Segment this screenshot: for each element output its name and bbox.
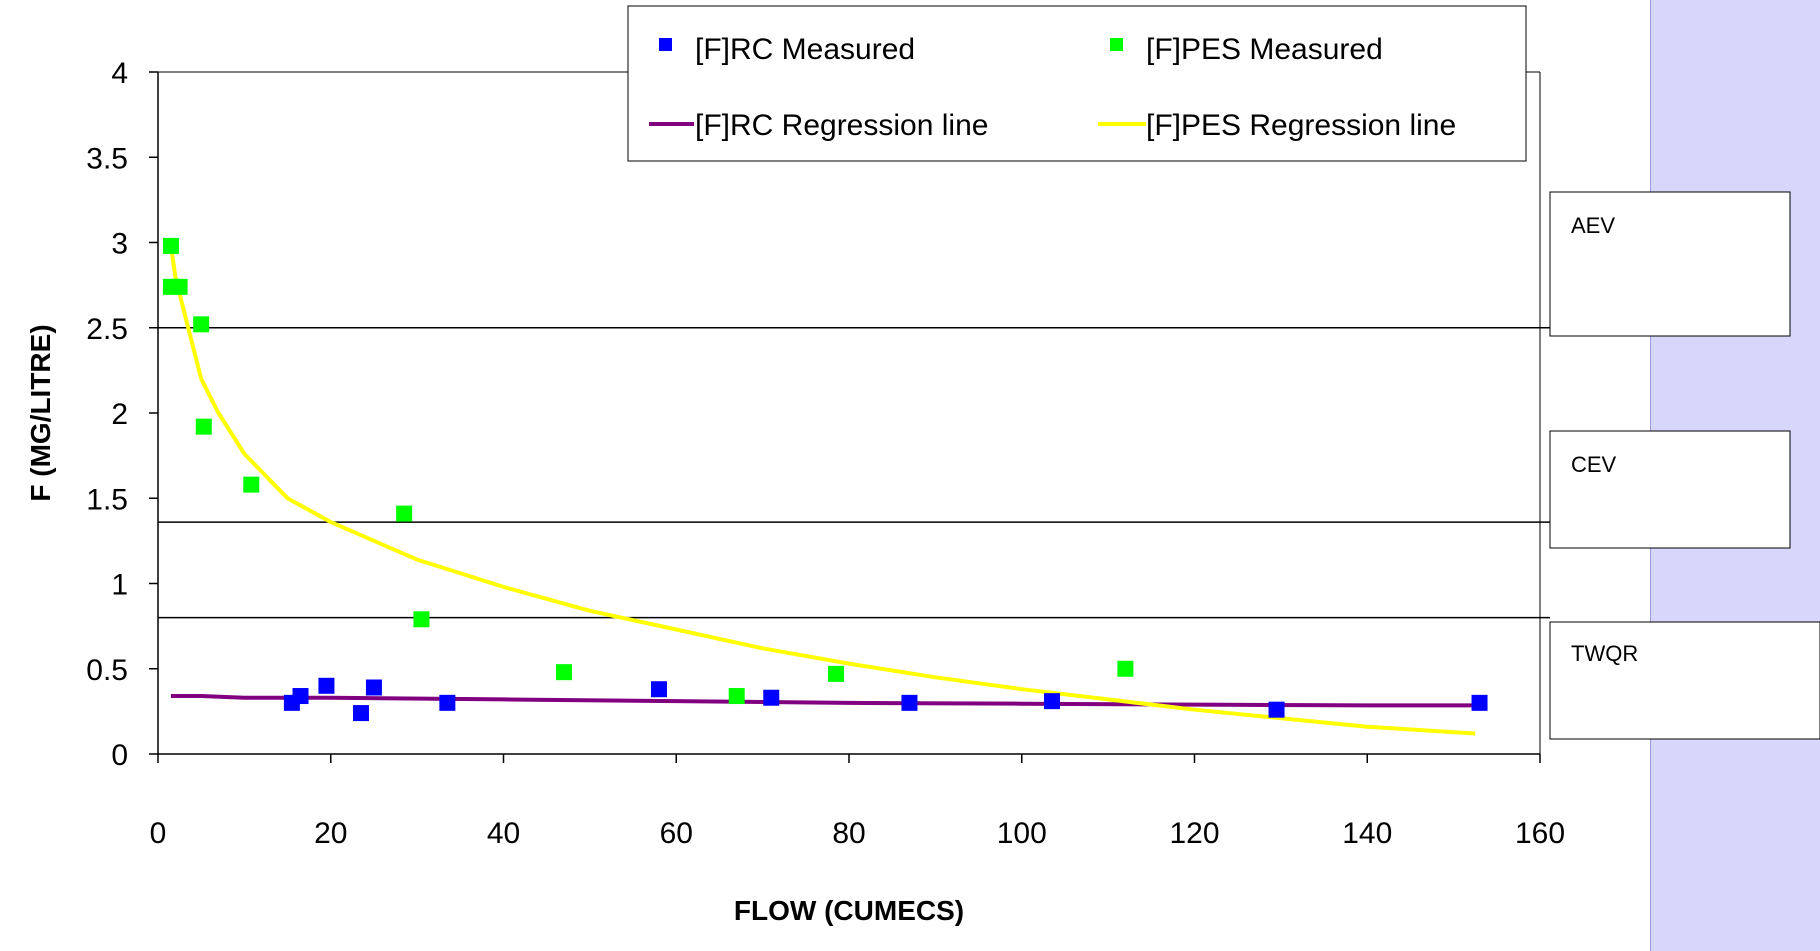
data-point	[901, 694, 918, 711]
aev-label-box	[1549, 191, 1791, 337]
legend-label-rc-regression: [F]RC Regression line	[695, 109, 988, 142]
data-point	[396, 505, 413, 522]
threshold-lines	[158, 327, 1550, 619]
data-point	[763, 689, 780, 706]
data-point	[352, 705, 369, 722]
regression-line	[171, 694, 1480, 708]
data-point	[555, 664, 572, 681]
data-point	[413, 611, 430, 628]
twqr-label-box	[1549, 621, 1820, 740]
x-tick-label: 0	[150, 817, 167, 850]
data-point	[193, 316, 210, 333]
data-point	[1268, 701, 1285, 718]
y-tick-label: 0	[111, 739, 128, 772]
series	[162, 237, 1488, 736]
legend: [F]RC Measured [F]PES Measured [F]RC Reg…	[627, 5, 1527, 162]
y-tick-label: 1	[111, 569, 128, 602]
data-point	[292, 688, 309, 705]
data-point	[318, 677, 335, 694]
data-point	[243, 476, 260, 493]
x-tick-label: 40	[487, 817, 520, 850]
data-point	[439, 694, 456, 711]
x-tick-label: 60	[660, 817, 693, 850]
y-axis-title: F (MG/LITRE)	[25, 324, 56, 501]
y-tick-label: 1.5	[86, 483, 128, 516]
y-tick-label: 3	[111, 228, 128, 261]
x-tick-label: 120	[1169, 817, 1219, 850]
x-ticks: 0 20 40 60 80 100 120 140 160	[150, 754, 1565, 850]
y-ticks: 0 0.5 1 1.5 2 2.5 3 3.5 4	[86, 57, 158, 772]
legend-label-rc-measured: [F]RC Measured	[695, 33, 915, 66]
x-tick-label: 20	[314, 817, 347, 850]
y-tick-label: 0.5	[86, 654, 128, 687]
data-point	[1117, 660, 1134, 677]
legend-marker-rc-measured	[659, 38, 672, 51]
twqr-label: TWQR	[1571, 641, 1638, 666]
threshold-labels: AEV CEV TWQR	[1549, 191, 1820, 740]
y-tick-label: 3.5	[86, 142, 128, 175]
data-point	[650, 681, 667, 698]
cev-label-box	[1549, 430, 1791, 549]
legend-label-pes-measured: [F]PES Measured	[1146, 33, 1383, 66]
x-tick-label: 100	[997, 817, 1047, 850]
data-point	[162, 237, 179, 254]
data-point	[728, 688, 745, 705]
aev-label: AEV	[1571, 213, 1615, 238]
regression-line	[169, 245, 1476, 736]
data-point	[1043, 693, 1060, 710]
legend-marker-pes-measured	[1110, 38, 1123, 51]
axes	[157, 72, 1540, 755]
data-point	[365, 679, 382, 696]
legend-label-pes-regression: [F]PES Regression line	[1146, 109, 1456, 142]
x-axis-title: FLOW (CUMECS)	[734, 895, 964, 926]
x-tick-label: 160	[1515, 817, 1565, 850]
y-tick-label: 2.5	[86, 313, 128, 346]
y-tick-label: 2	[111, 398, 128, 431]
plot-frame	[158, 71, 1541, 754]
data-point	[1471, 694, 1488, 711]
data-point	[171, 278, 188, 295]
cev-label: CEV	[1571, 452, 1617, 477]
y-tick-label: 4	[111, 57, 128, 90]
x-tick-label: 140	[1342, 817, 1392, 850]
x-tick-label: 80	[832, 817, 865, 850]
legend-box	[627, 5, 1527, 162]
data-point	[828, 665, 845, 682]
data-point	[195, 418, 212, 435]
